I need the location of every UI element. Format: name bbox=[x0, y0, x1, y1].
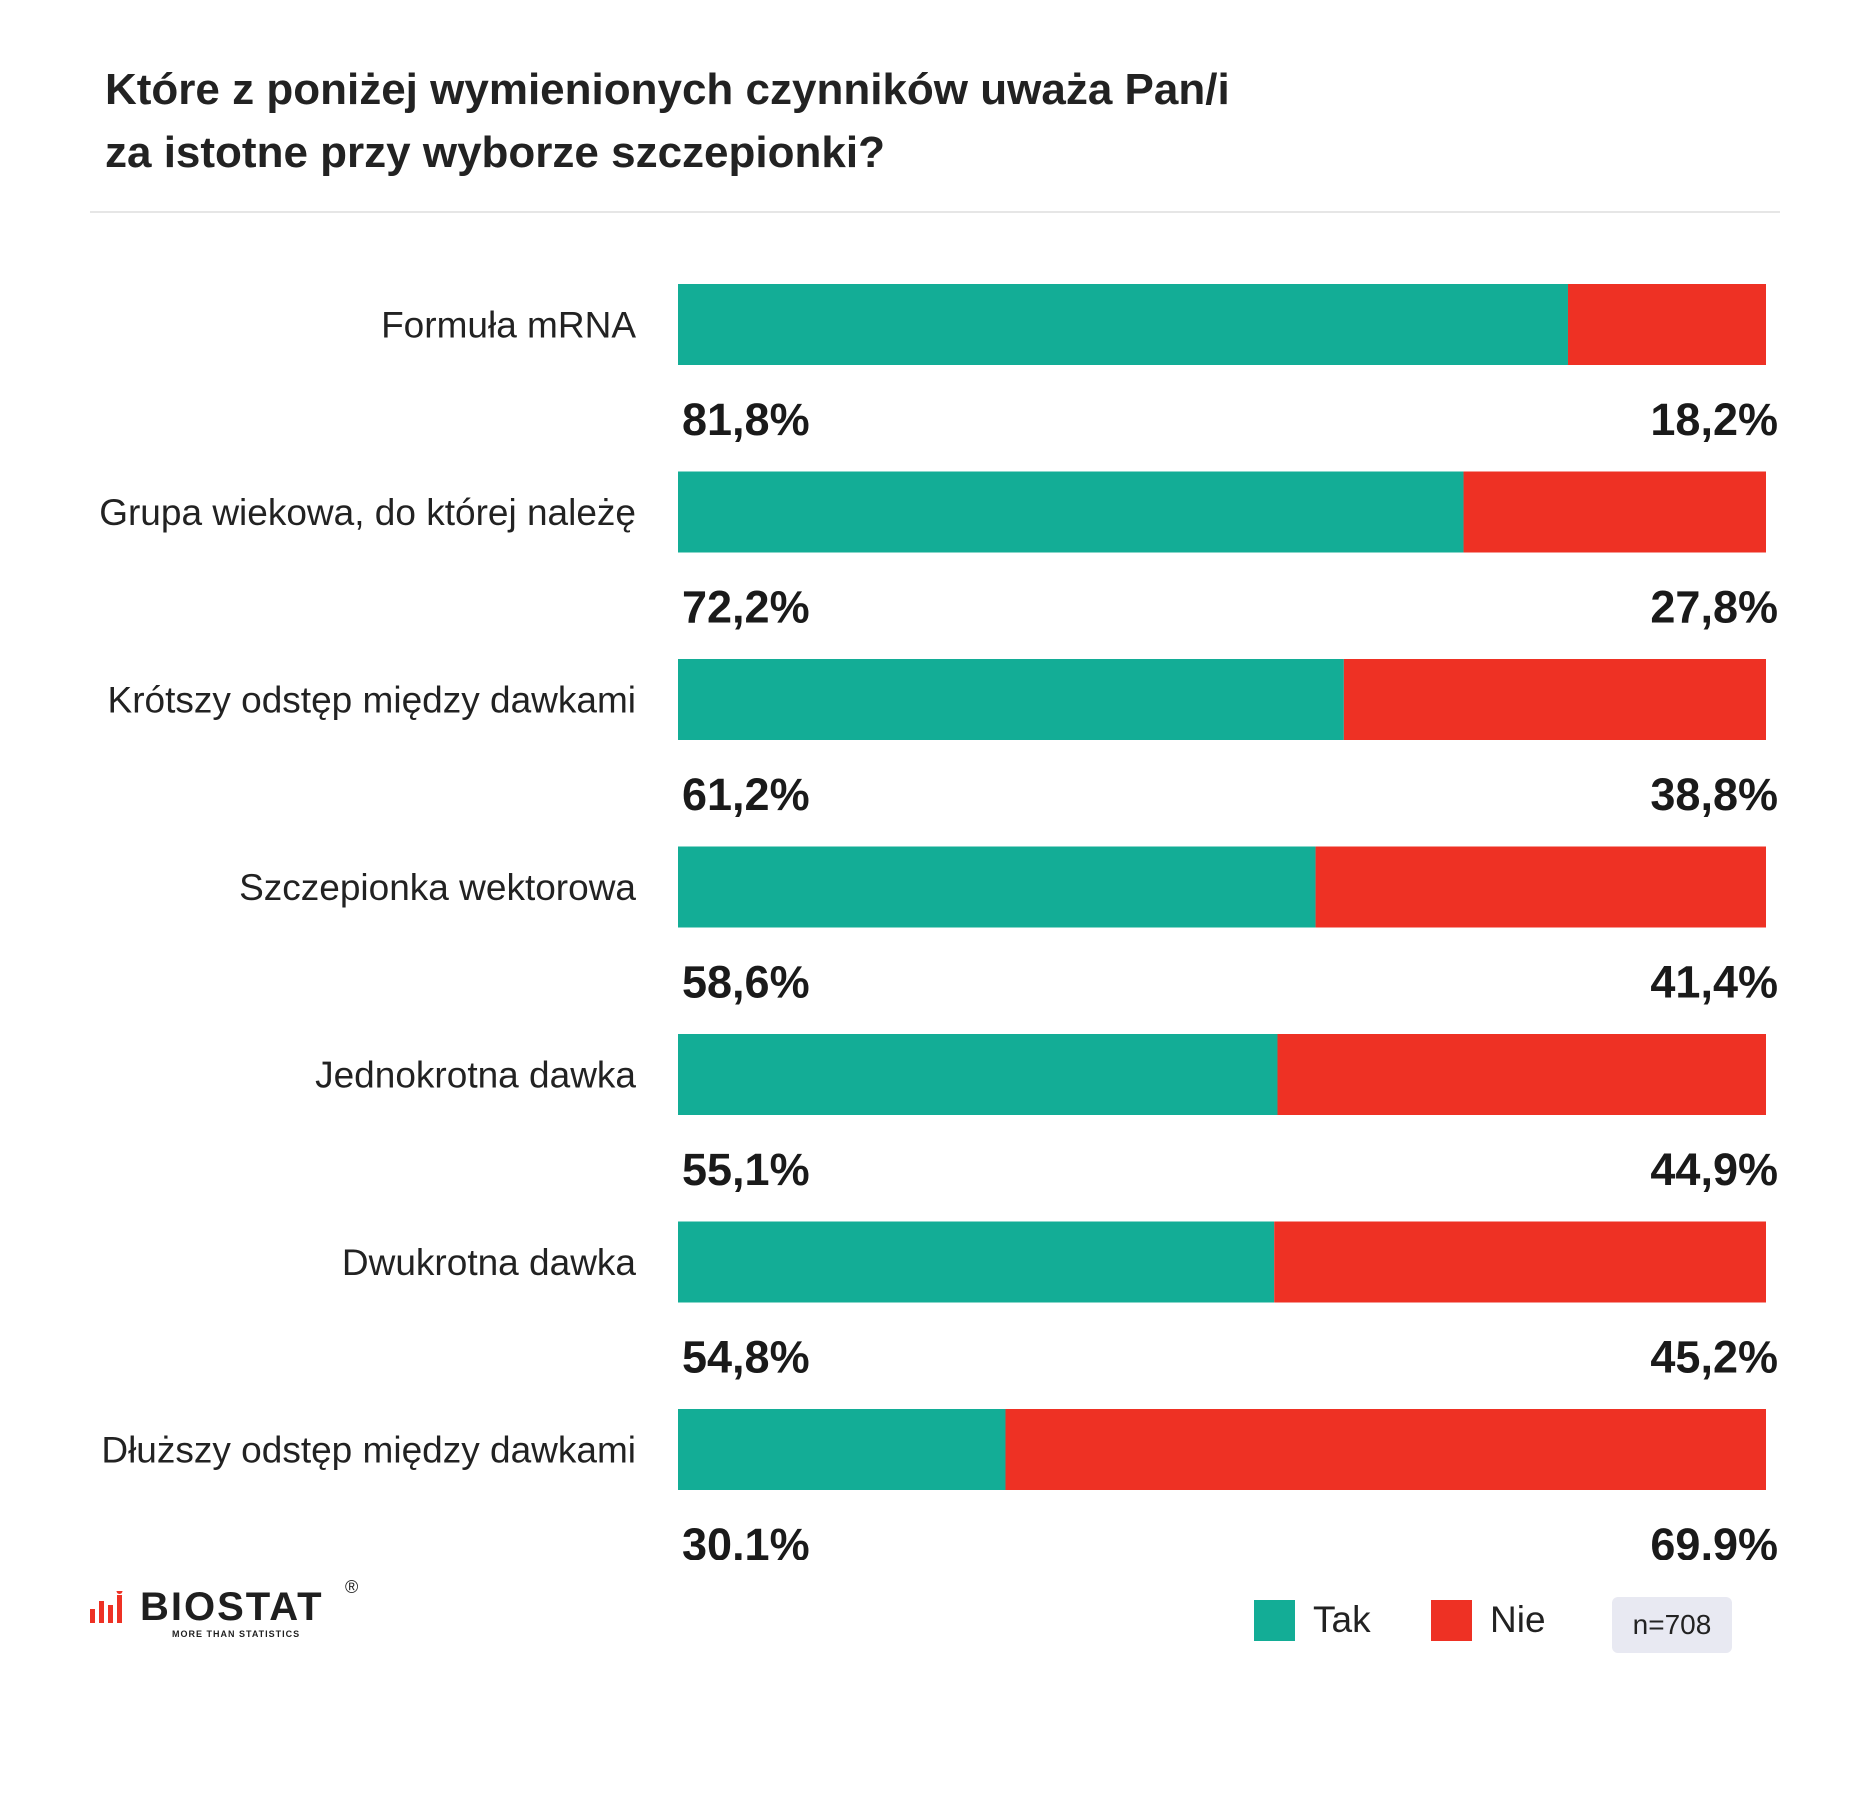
category-label: Grupa wiekowa, do której należę bbox=[99, 492, 636, 533]
logo-tagline: MORE THAN STATISTICS bbox=[172, 1629, 301, 1639]
bar-segment-tak bbox=[678, 1034, 1278, 1115]
value-label-nie: 45,2% bbox=[1650, 1332, 1778, 1383]
category-label: Dwukrotna dawka bbox=[342, 1242, 637, 1283]
category-label: Krótszy odstęp między dawkami bbox=[108, 680, 636, 721]
logo-bars-icon bbox=[90, 1591, 123, 1623]
bar-segment-nie bbox=[1463, 471, 1766, 553]
bar-segment-tak bbox=[678, 659, 1344, 740]
legend-item-nie: Nie bbox=[1431, 1598, 1546, 1642]
value-label-tak: 54,8% bbox=[682, 1332, 810, 1383]
logo-registered-mark: ® bbox=[345, 1577, 359, 1597]
legend-swatch-nie bbox=[1431, 1599, 1472, 1641]
category-label: Szczepionka wektorowa bbox=[239, 867, 636, 908]
chart-title: Które z poniżej wymienionych czynników u… bbox=[105, 58, 1505, 184]
bar-segment-nie bbox=[1315, 846, 1766, 928]
legend-label-tak: Tak bbox=[1313, 1599, 1371, 1640]
title-divider bbox=[90, 211, 1780, 213]
bar-segment-tak bbox=[678, 1221, 1275, 1303]
bar-segment-nie bbox=[1343, 659, 1766, 740]
bar-segment-tak bbox=[678, 284, 1568, 365]
category-label: Formuła mRNA bbox=[381, 305, 636, 346]
value-label-tak: 81,8% bbox=[682, 394, 810, 445]
bar-segment-tak bbox=[678, 1409, 1006, 1490]
value-label-tak: 30,1% bbox=[682, 1519, 810, 1560]
bar-segment-tak bbox=[678, 846, 1316, 928]
bar-segment-nie bbox=[1567, 284, 1766, 365]
value-label-tak: 61,2% bbox=[682, 769, 810, 820]
value-label-nie: 41,4% bbox=[1650, 957, 1778, 1008]
stacked-bar-chart: Formuła mRNA 81,8% 18,2% Grupa wiekowa, do … bbox=[99, 284, 1778, 1560]
bar-segment-nie bbox=[1274, 1221, 1766, 1303]
legend-item-tak: Tak bbox=[1254, 1598, 1371, 1642]
category-label: Jednokrotna dawka bbox=[315, 1055, 636, 1096]
value-label-tak: 72,2% bbox=[682, 582, 810, 633]
sample-size-badge: n=708 bbox=[1612, 1597, 1732, 1653]
biostat-logo: BIOSTAT ® MORE THAN STATISTICS bbox=[90, 1577, 390, 1645]
value-label-nie: 27,8% bbox=[1650, 582, 1778, 633]
value-label-nie: 18,2% bbox=[1650, 394, 1778, 445]
legend-swatch-tak bbox=[1254, 1599, 1295, 1641]
legend-label-nie: Nie bbox=[1490, 1599, 1546, 1640]
value-label-nie: 69,9% bbox=[1650, 1519, 1778, 1560]
value-label-nie: 44,9% bbox=[1650, 1144, 1778, 1195]
chart-title-line-1: Które z poniżej wymienionych czynników u… bbox=[105, 65, 1230, 114]
chart-title-line-2: za istotne przy wyborze szczepionki? bbox=[105, 128, 885, 177]
value-label-tak: 58,6% bbox=[682, 957, 810, 1008]
bar-segment-tak bbox=[678, 471, 1464, 553]
value-label-nie: 38,8% bbox=[1650, 769, 1778, 820]
value-label-tak: 55,1% bbox=[682, 1144, 810, 1195]
logo-wordmark: BIOSTAT bbox=[140, 1585, 324, 1629]
bar-segment-nie bbox=[1277, 1034, 1766, 1115]
category-label: Dłuższy odstęp między dawkami bbox=[101, 1430, 636, 1471]
bar-segment-nie bbox=[1005, 1409, 1766, 1490]
